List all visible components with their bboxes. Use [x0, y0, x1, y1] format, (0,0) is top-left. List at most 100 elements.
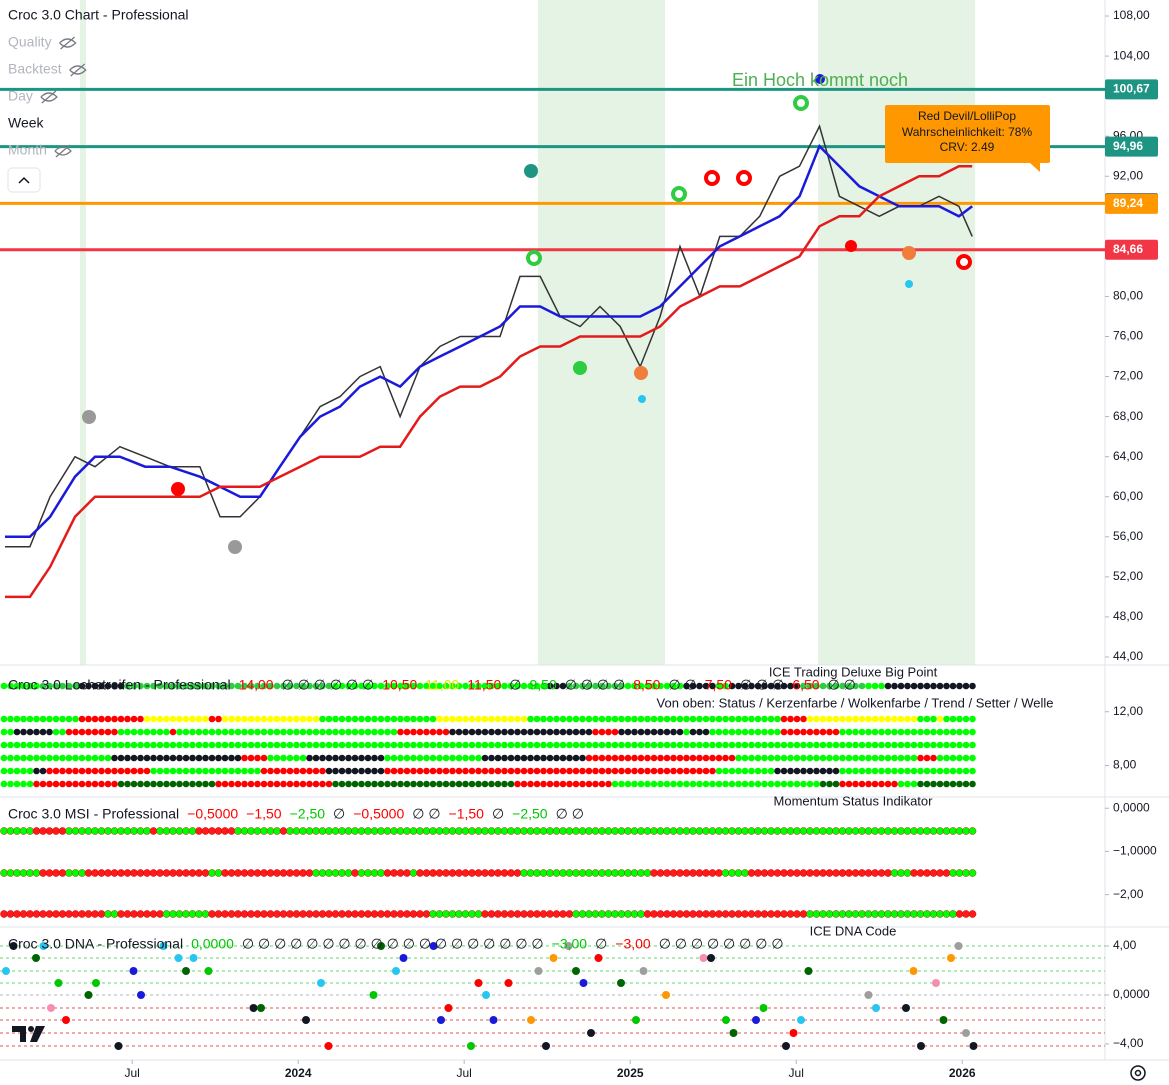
status-dot: [136, 869, 145, 877]
status-dot: [201, 869, 210, 877]
status-dot: [910, 728, 918, 736]
pane-value: ∅ ∅ ∅ ∅ ∅ ∅ ∅ ∅ ∅ ∅ ∅ ∅ ∅ ∅ ∅ ∅ ∅ ∅ ∅: [242, 936, 544, 952]
status-dot: [618, 682, 625, 690]
status-dot: [162, 827, 171, 835]
signal: [704, 170, 720, 186]
status-dot: [130, 780, 138, 788]
status-dot: [292, 910, 301, 918]
status-dot: [949, 741, 957, 749]
status-dot: [273, 910, 281, 918]
status-dot: [85, 767, 92, 775]
status-dot: [299, 741, 307, 749]
status-dot: [410, 741, 417, 749]
status-dot: [208, 827, 216, 835]
status-dot: [189, 741, 196, 749]
status-dot: [604, 869, 613, 877]
status-dot: [254, 767, 261, 775]
dna-dot: [137, 991, 145, 999]
status-dot: [761, 741, 768, 749]
collapse-button[interactable]: [7, 167, 41, 193]
status-dot: [52, 827, 60, 835]
status-dot: [98, 754, 105, 762]
price-line: [5, 143, 973, 539]
status-dot: [605, 741, 612, 749]
status-dot: [618, 767, 625, 775]
status-dot: [618, 741, 625, 749]
status-dot: [78, 715, 86, 723]
status-dot: [721, 869, 730, 877]
status-dot: [202, 754, 209, 762]
status-dot: [585, 754, 593, 762]
y-tick-label: 108,00: [1113, 8, 1150, 22]
signal: [82, 410, 96, 424]
logo-part: [30, 1026, 45, 1042]
status-dot: [423, 741, 430, 749]
status-dot: [468, 682, 476, 690]
status-dot: [572, 741, 580, 749]
status-dot: [143, 767, 151, 775]
status-dot: [526, 910, 535, 918]
status-dot: [221, 754, 229, 762]
status-dot: [247, 767, 255, 775]
status-dot: [150, 741, 157, 749]
status-dot: [169, 682, 177, 690]
status-dot: [858, 869, 866, 877]
status-dot: [58, 910, 67, 918]
status-dot: [930, 754, 937, 762]
status-dot: [923, 910, 931, 918]
status-dot: [754, 780, 762, 788]
collapse-box[interactable]: [7, 167, 41, 193]
status-dot: [774, 728, 781, 736]
dna-dot: [489, 1016, 498, 1024]
status-dot: [819, 827, 827, 835]
status-dot: [780, 827, 788, 835]
status-dot: [416, 728, 424, 736]
price-line: [5, 164, 973, 599]
status-dot: [793, 715, 801, 723]
status-dot: [124, 741, 131, 749]
status-dot: [891, 741, 898, 749]
status-dot: [228, 728, 235, 736]
status-dot: [689, 767, 697, 775]
status-dot: [227, 869, 236, 877]
y-tick-label: 56,00: [1113, 529, 1143, 543]
status-dot: [949, 910, 957, 918]
status-dot: [916, 869, 925, 877]
status-dot: [487, 910, 496, 918]
status-dot: [572, 728, 580, 736]
gear[interactable]: [1130, 1065, 1146, 1081]
status-dot: [293, 682, 300, 690]
status-dot: [33, 715, 40, 723]
status-dot: [468, 869, 476, 877]
status-dot: [72, 767, 79, 775]
status-dot: [858, 754, 866, 762]
status-dot: [156, 827, 164, 835]
status-dot: [345, 780, 352, 788]
status-dot: [273, 754, 281, 762]
status-dot: [552, 869, 561, 877]
status-dot: [955, 827, 964, 835]
status-dot: [46, 741, 53, 749]
status-dot: [364, 682, 372, 690]
status-dot: [754, 741, 762, 749]
eye-off-icon: [40, 90, 58, 104]
status-dot: [884, 715, 892, 723]
status-dot: [247, 780, 255, 788]
status-dot: [306, 715, 313, 723]
status-dot: [735, 754, 742, 762]
status-dot: [214, 910, 223, 918]
status-dot: [838, 910, 847, 918]
x-tick-label: 2026: [949, 1066, 976, 1080]
status-dot: [312, 715, 320, 723]
settings-button[interactable]: [1130, 1065, 1146, 1081]
status-dot: [715, 728, 723, 736]
status-dot: [383, 827, 392, 835]
status-dot: [422, 827, 431, 835]
status-dot: [325, 754, 333, 762]
status-dot: [793, 754, 801, 762]
status-dot: [748, 728, 755, 736]
status-dot: [462, 741, 469, 749]
status-dot: [449, 728, 456, 736]
dna-dot: [324, 1042, 333, 1050]
status-dot: [708, 910, 717, 918]
